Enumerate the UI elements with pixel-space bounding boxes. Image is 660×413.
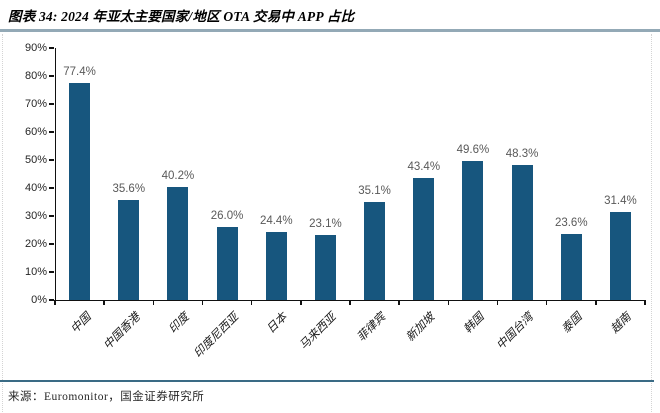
bar bbox=[560, 233, 582, 300]
y-axis-tick-label: 30% bbox=[24, 210, 47, 222]
x-axis-tick-mark bbox=[152, 300, 155, 305]
footer-divider bbox=[0, 380, 654, 382]
y-axis-tick-label: 10% bbox=[24, 266, 47, 278]
bar bbox=[167, 187, 189, 300]
y-axis-tick-label: 0% bbox=[31, 294, 47, 306]
x-axis-label-text: 韩国 bbox=[461, 311, 487, 336]
x-axis-tick-mark bbox=[349, 300, 351, 305]
bar-value-label: 49.6% bbox=[456, 144, 490, 157]
x-axis-label-text: 印度 bbox=[166, 311, 192, 336]
bar bbox=[609, 212, 631, 300]
y-axis-tick-mark bbox=[49, 215, 54, 217]
bar-value-label: 77.4% bbox=[63, 66, 96, 79]
bar bbox=[265, 231, 287, 300]
y-axis-tick-label: 70% bbox=[24, 98, 47, 110]
x-axis-tick-mark bbox=[545, 300, 548, 305]
x-axis-tick-mark bbox=[496, 300, 499, 305]
bar bbox=[511, 164, 533, 300]
x-axis-tick-mark bbox=[201, 300, 204, 305]
x-axis-tick-mark bbox=[300, 300, 302, 305]
y-axis-tick-label: 20% bbox=[24, 238, 47, 250]
bar bbox=[118, 200, 140, 300]
bar-value-label: 40.2% bbox=[161, 170, 195, 183]
x-axis-label-text: 越南 bbox=[609, 311, 635, 336]
bar bbox=[364, 201, 386, 300]
bar-value-label: 31.4% bbox=[604, 195, 637, 208]
bar-value-label: 24.4% bbox=[259, 214, 293, 227]
y-axis-tick-label: 50% bbox=[24, 154, 47, 166]
bar bbox=[314, 235, 336, 300]
bar-value-label: 35.6% bbox=[112, 183, 146, 196]
x-axis-tick-mark bbox=[398, 300, 400, 305]
bar-value-label: 35.1% bbox=[358, 184, 391, 197]
x-axis-label-text: 新加坡 bbox=[404, 311, 438, 345]
y-axis-tick-mark bbox=[49, 271, 54, 273]
y-axis-tick-label: 90% bbox=[24, 42, 47, 54]
x-axis-tick-mark bbox=[54, 300, 56, 305]
x-axis-tick-mark bbox=[644, 300, 646, 305]
x-axis-label-text: 日本 bbox=[265, 311, 290, 336]
y-axis-tick-mark bbox=[49, 159, 54, 161]
y-axis-tick-mark bbox=[49, 243, 54, 245]
x-axis-label-text: 中国香港 bbox=[101, 311, 143, 353]
x-axis-label-text: 泰国 bbox=[560, 311, 585, 336]
bar bbox=[462, 161, 484, 300]
x-axis-tick-mark bbox=[595, 300, 597, 305]
y-axis-tick-mark bbox=[49, 299, 54, 301]
x-axis-label-text: 中国台湾 bbox=[494, 311, 536, 353]
y-axis-tick-mark bbox=[49, 187, 54, 189]
bar-value-label: 23.6% bbox=[554, 216, 588, 229]
x-axis-tick-mark bbox=[447, 300, 450, 305]
bar bbox=[69, 83, 91, 300]
bar-value-label: 23.1% bbox=[309, 218, 342, 231]
y-axis-tick-label: 40% bbox=[24, 182, 47, 194]
bar-value-label: 48.3% bbox=[505, 147, 539, 160]
bar-value-label: 26.0% bbox=[210, 210, 244, 223]
y-axis-tick-label: 80% bbox=[24, 70, 47, 82]
x-axis-label-text: 菲律宾 bbox=[355, 311, 389, 345]
bar bbox=[413, 178, 435, 300]
y-axis-tick-mark bbox=[49, 103, 54, 105]
y-axis-tick-mark bbox=[49, 47, 54, 49]
x-axis-label-text: 中国 bbox=[68, 311, 94, 336]
title-underline bbox=[0, 29, 660, 32]
x-axis-tick-mark bbox=[103, 300, 105, 305]
x-axis-label-text: 马来西亚 bbox=[298, 311, 340, 353]
y-axis-tick-mark bbox=[49, 131, 54, 133]
bar-value-label: 43.4% bbox=[407, 161, 441, 174]
y-axis-tick-label: 60% bbox=[24, 126, 47, 138]
bar bbox=[216, 227, 238, 300]
bar-chart: 0% 10% 20% 30% 40% 50% 60% 70% 80% 90% 77.4% 中国 35.6… bbox=[24, 42, 646, 361]
x-axis-label-text: 印度尼西亚 bbox=[191, 311, 241, 361]
figure-title: 图表 34: 2024 年亚太主要国家/地区 OTA 交易中 APP 占比 bbox=[8, 9, 355, 24]
source-text: 来源：Euromonitor，国金证券研究所 bbox=[8, 391, 205, 403]
x-axis-tick-mark bbox=[250, 300, 253, 305]
y-axis-tick-mark bbox=[49, 75, 54, 77]
